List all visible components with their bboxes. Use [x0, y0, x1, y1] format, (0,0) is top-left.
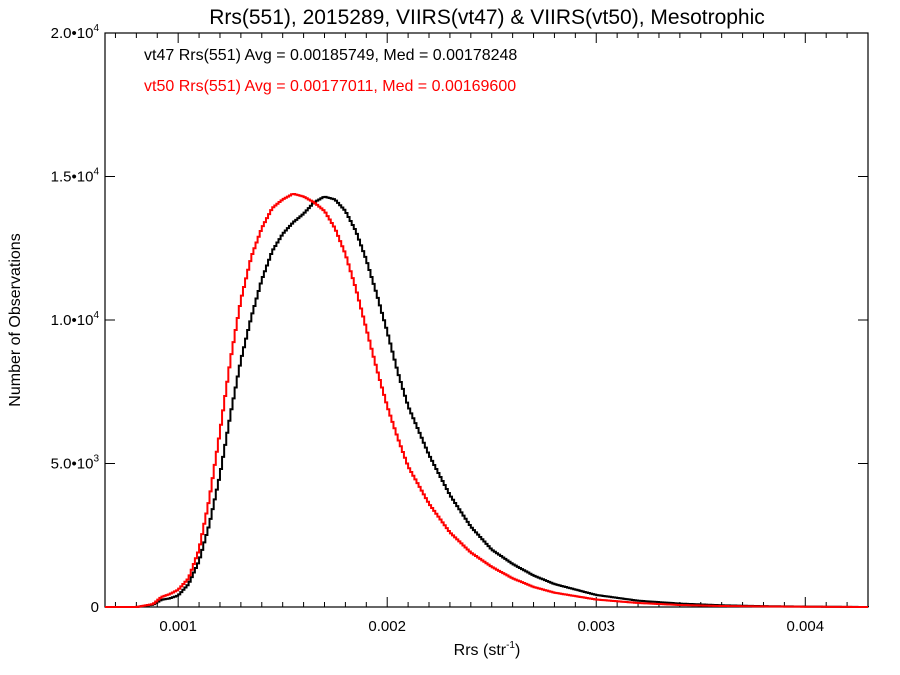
y-tick-label-exponent: 4 [93, 310, 99, 321]
x-axis-ticks: 0.001 0.002 0.003 0.004 [114, 33, 869, 635]
x-axis-label-main: Rrs (str [454, 642, 507, 659]
y-tick-label-mantissa: 5.0•10 [51, 456, 94, 473]
y-tick-label-mantissa: 1.5•10 [51, 169, 94, 186]
y-axis-label: Number of Observations [7, 233, 24, 406]
x-axis-label-close: ) [515, 642, 520, 659]
y-tick-label-mantissa: 2.0•10 [51, 25, 94, 42]
annotation-vt47: vt47 Rrs(551) Avg = 0.00185749, Med = 0.… [144, 47, 517, 64]
plot-frame [104, 32, 869, 608]
chart-title: Rrs(551), 2015289, VIIRS(vt47) & VIIRS(v… [209, 6, 765, 29]
x-tick-label: 0.002 [368, 618, 406, 635]
x-axis-label: Rrs (str-1) [454, 640, 521, 659]
y-tick-label-mantissa: 0 [91, 599, 99, 616]
y-tick-label: 1.0•104 [51, 310, 100, 329]
y-tick-label: 2.0•104 [51, 23, 100, 42]
series-layer [105, 193, 869, 608]
y-tick-label-exponent: 4 [93, 23, 99, 34]
x-axis-label-sup: -1 [506, 640, 515, 651]
x-tick-label: 0.004 [787, 618, 825, 635]
series-vt47-line [105, 195, 869, 608]
series-vt50-line [105, 193, 868, 608]
y-tick-label: 1.5•104 [51, 167, 100, 186]
annotation-vt50: vt50 Rrs(551) Avg = 0.00177011, Med = 0.… [144, 78, 516, 95]
y-tick-label-mantissa: 1.0•10 [51, 312, 94, 329]
y-tick-label: 0 [91, 599, 99, 616]
y-tick-label-exponent: 4 [93, 167, 99, 178]
x-tick-label: 0.001 [159, 618, 197, 635]
y-tick-label-exponent: 3 [93, 454, 99, 465]
y-tick-label: 5.0•103 [51, 454, 100, 473]
x-tick-label: 0.003 [577, 618, 615, 635]
